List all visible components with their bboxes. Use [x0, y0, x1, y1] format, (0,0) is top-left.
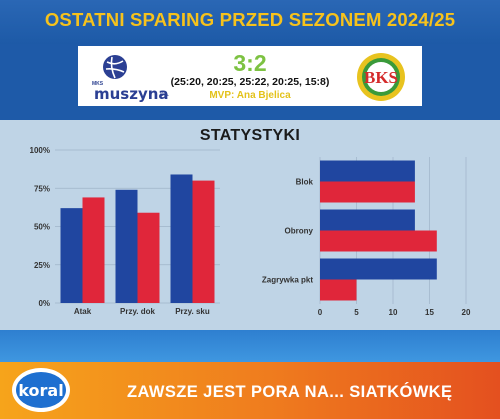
y-tick-label: Obrony [285, 227, 314, 236]
bar [320, 279, 357, 301]
vertical-bar-chart: 0% 25% 50% 75% 100% Atak Przy. dok Przy. sku [30, 146, 220, 316]
bar [320, 230, 437, 252]
page-title: OSTATNI SPARING PRZED SEZONEM 2024/25 [44, 9, 456, 30]
y-tick-label: 50% [34, 223, 50, 232]
footer-banner [0, 362, 500, 419]
sponsor-logo: koral [12, 368, 70, 412]
y-tick-label: Blok [296, 178, 314, 187]
x-tick-label: Przy. sku [175, 307, 210, 316]
decorative-strip [0, 330, 500, 362]
header-bar: OSTATNI SPARING PRZED SEZONEM 2024/25 [0, 0, 500, 44]
home-team-logo: MKS muszyna S.A. [92, 54, 169, 103]
set-scores: (25:20, 20:25, 25:22, 20:25, 15:8) [170, 76, 330, 88]
away-team-logo: BKS [357, 53, 405, 101]
bar [192, 180, 215, 303]
sponsor-logo-text: koral [18, 381, 63, 400]
x-tick-label: 20 [462, 308, 471, 317]
away-team-logo-text: BKS [364, 68, 398, 87]
footer-slogan: ZAWSZE JEST PORA NA... SIATKÓWKĘ [127, 383, 453, 401]
volleyball-icon [103, 55, 127, 79]
y-tick-label: 100% [30, 146, 50, 155]
bar [137, 212, 160, 303]
bar [60, 208, 83, 303]
home-brand-name: muszyna [94, 85, 169, 103]
home-brand-prefix: MKS [92, 81, 104, 87]
score-card: MKS muszyna S.A. 3:2 (25:20, 20:25, 25:2… [78, 46, 422, 106]
y-tick-label: 25% [34, 261, 50, 270]
match-score: 3:2 [233, 50, 267, 76]
bar [115, 189, 138, 303]
bar [82, 197, 105, 303]
y-tick-label: Zagrywka pkt [262, 276, 313, 285]
x-tick-label: 15 [425, 308, 434, 317]
chart-title: STATYSTYKI [199, 127, 301, 144]
y-tick-label: 0% [38, 299, 50, 308]
bar [170, 174, 193, 303]
x-tick-label: 0 [318, 308, 323, 317]
mvp-label: MVP: Ana Bjelica [209, 90, 291, 101]
home-brand-suffix: S.A. [160, 92, 170, 98]
bar [320, 160, 415, 182]
x-tick-label: 10 [389, 308, 398, 317]
x-tick-label: Przy. dok [120, 307, 156, 316]
y-tick-label: 75% [34, 184, 50, 193]
bar [320, 209, 415, 231]
x-tick-label: 5 [354, 308, 359, 317]
horizontal-bar-chart: 0 5 10 15 20 Blok Obrony Zagrywka pkt [262, 157, 471, 317]
bar [320, 181, 415, 203]
x-tick-label: Atak [74, 307, 92, 316]
bar [320, 258, 437, 280]
